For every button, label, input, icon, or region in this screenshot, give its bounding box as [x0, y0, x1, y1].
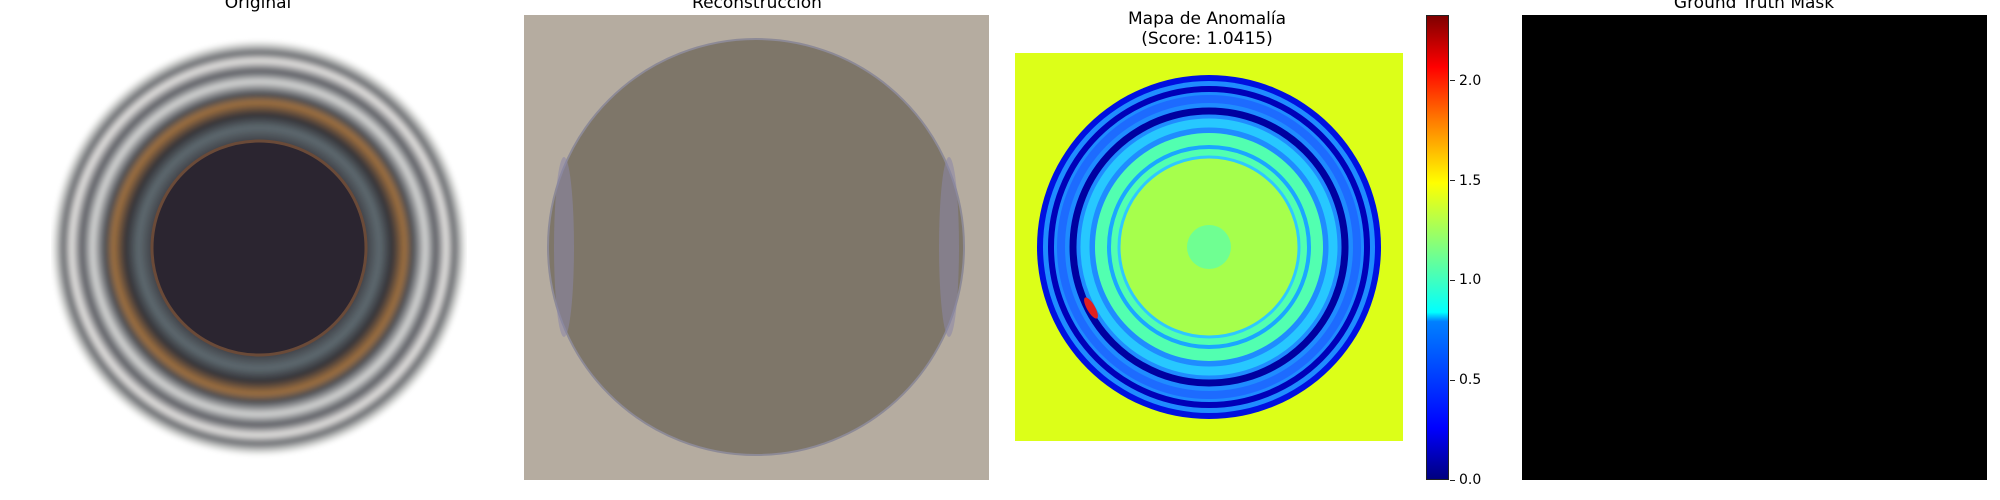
reconstruction-image — [524, 15, 989, 480]
colorbar-tick — [1450, 279, 1455, 281]
colorbar-tick — [1450, 80, 1455, 82]
colorbar — [1426, 15, 1449, 480]
ground-truth-title: Ground Truth Mask — [1673, 0, 1835, 13]
colorbar-tick — [1450, 180, 1455, 182]
original-image — [51, 35, 467, 461]
colorbar-tick — [1450, 379, 1455, 381]
reconstruction-title: Reconstrucción — [692, 0, 822, 13]
colorbar-tick-label: 2.0 — [1459, 72, 1482, 89]
colorbar-tick-label: 0.0 — [1459, 472, 1482, 488]
colorbar-tick-label: 0.5 — [1459, 372, 1482, 389]
colorbar-tick — [1450, 479, 1455, 481]
ground-truth-mask — [1522, 15, 1987, 480]
anomaly-score: (Score: 1.0415) — [1141, 29, 1273, 49]
anomaly-title-line1: Mapa de Anomalía — [1128, 9, 1286, 29]
original-title: Original — [224, 0, 292, 13]
colorbar-tick-label: 1.5 — [1459, 172, 1482, 189]
anomaly-title: Mapa de Anomalía (Score: 1.0415) — [1007, 9, 1407, 49]
colorbar-tick-label: 1.0 — [1459, 272, 1482, 289]
anomaly-heatmap — [1015, 53, 1403, 441]
